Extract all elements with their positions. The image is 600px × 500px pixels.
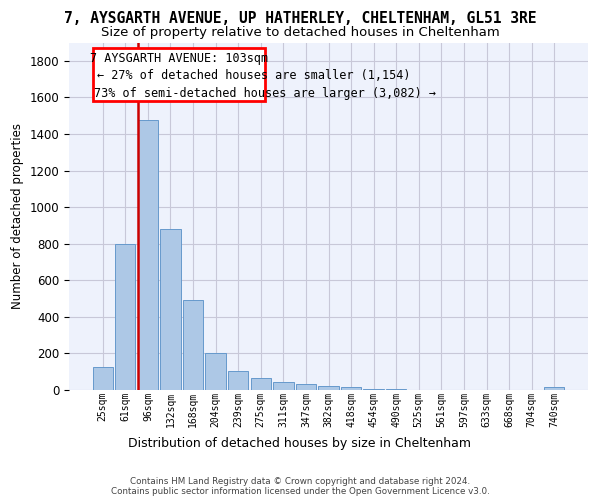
Bar [364,388,384,390]
Text: 7, AYSGARTH AVENUE, UP HATHERLEY, CHELTENHAM, GL51 3RE: 7, AYSGARTH AVENUE, UP HATHERLEY, CHELTE… [64,11,536,26]
Text: Contains HM Land Registry data © Crown copyright and database right 2024.
Contai: Contains HM Land Registry data © Crown c… [110,476,490,496]
Bar [160,229,181,390]
Bar [319,386,338,390]
Text: Distribution of detached houses by size in Cheltenham: Distribution of detached houses by size … [128,437,472,450]
Text: ← 27% of detached houses are smaller (1,154): ← 27% of detached houses are smaller (1,… [97,70,410,82]
Bar [183,300,203,390]
Bar [115,244,136,390]
Bar [251,378,271,390]
Bar [228,371,248,390]
Bar [296,384,316,390]
Text: 73% of semi-detached houses are larger (3,082) →: 73% of semi-detached houses are larger (… [94,87,436,100]
Y-axis label: Number of detached properties: Number of detached properties [11,123,24,309]
Text: Size of property relative to detached houses in Cheltenham: Size of property relative to detached ho… [101,26,499,39]
Bar [92,367,113,390]
Text: 7 AYSGARTH AVENUE: 103sqm: 7 AYSGARTH AVENUE: 103sqm [90,52,268,64]
FancyBboxPatch shape [92,48,265,101]
Bar [341,388,361,390]
Bar [273,382,293,390]
Bar [544,388,565,390]
Bar [138,120,158,390]
Bar [205,352,226,390]
